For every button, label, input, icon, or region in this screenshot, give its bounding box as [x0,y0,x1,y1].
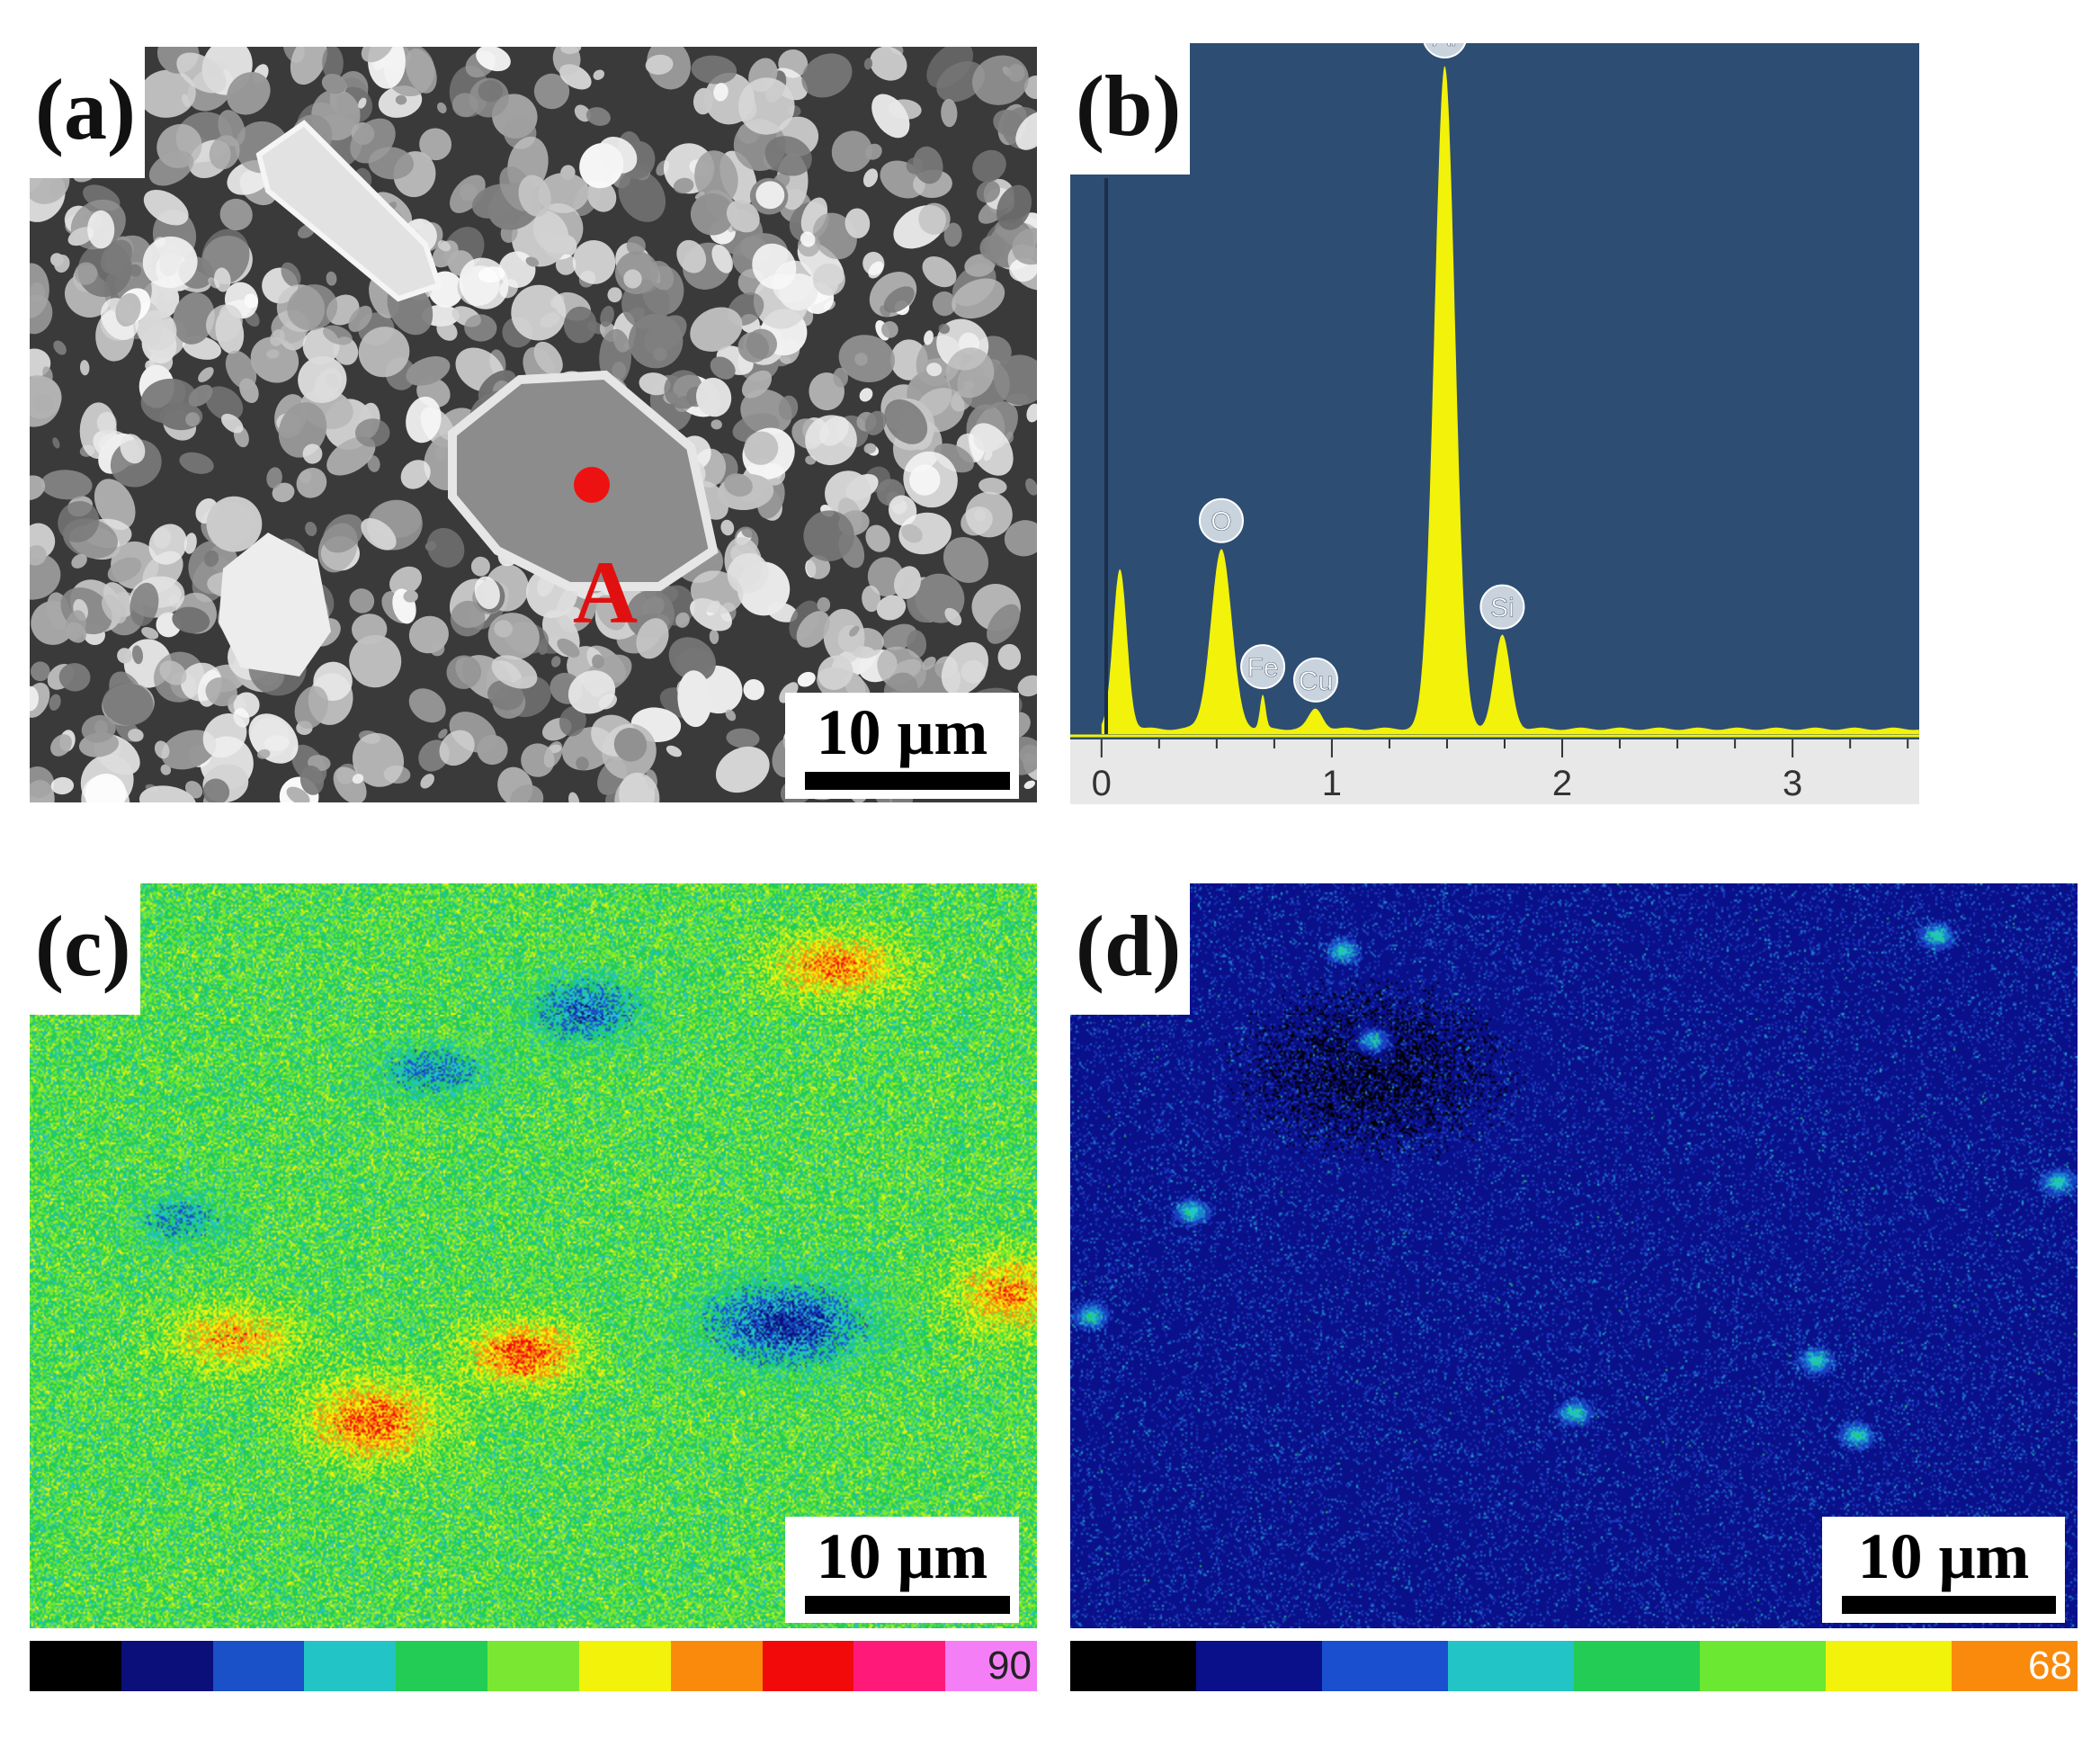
colorbar-segment [212,1641,305,1691]
element-map-d-image [1070,883,2078,1628]
colorbar-segment [1700,1641,1826,1691]
colorbar-segment [304,1641,397,1691]
svg-text:Si: Si [1490,594,1515,623]
colorbar-segment [578,1641,671,1691]
colorbar-segment [1070,1641,1196,1691]
colorbar-segment: 90 [945,1641,1037,1691]
eds-spectrum-chart: 0 1 2 3 O Fe Cu Al Si [1070,43,1919,804]
colorbar-max-label: 90 [987,1644,1032,1688]
svg-text:Cu: Cu [1299,667,1333,696]
x-tick-label: 2 [1552,764,1572,803]
colorbar-c: 90 [30,1641,1037,1691]
colorbar-max-label: 68 [2028,1644,2072,1688]
colorbar-segment [1196,1641,1322,1691]
scale-bar-d: 10 μm [1822,1517,2065,1623]
scale-bar-a-line [805,772,1010,790]
scale-bar-d-text: 10 μm [1857,1520,2030,1592]
panel-label-b: (b) [1070,43,1191,175]
bright-flake [255,120,442,302]
colorbar-segment [853,1641,946,1691]
scale-bar-c-text: 10 μm [816,1520,988,1592]
colorbar-segment [396,1641,488,1691]
peak-label-o: O [1198,497,1244,543]
scale-bar-a-text: 10 μm [816,696,988,768]
panel-label-c: (c) [30,883,140,1015]
peak-label-si: Si [1479,584,1525,630]
colorbar-segment [762,1641,854,1691]
peak-label-cu: Cu [1292,657,1338,703]
bright-cluster [219,533,331,676]
panel-d-element-map: (d) 10 μm [1070,883,2078,1628]
colorbar-segment [670,1641,763,1691]
panel-label-a: (a) [30,47,145,178]
panel-b-eds-spectrum: 0 1 2 3 O Fe Cu Al Si (b) [1070,43,1919,804]
x-tick-label: 3 [1783,764,1802,803]
svg-text:Fe: Fe [1247,653,1279,683]
sem-micrograph [30,47,1037,802]
colorbar-d: 68 [1070,1641,2078,1691]
svg-text:Al: Al [1433,43,1457,52]
scale-bar-c-line [805,1596,1010,1614]
x-tick-label: 1 [1322,764,1342,803]
x-axis-strip [1070,739,1919,804]
panel-a-sem-image: (a) A 10 μm [30,47,1037,802]
panel-c-element-map: (c) 10 μm [30,883,1037,1628]
colorbar-segment [487,1641,579,1691]
svg-text:O: O [1211,507,1231,537]
scale-bar-c: 10 μm [785,1517,1019,1623]
scale-bar-a: 10 μm [785,693,1019,799]
x-tick-label: 0 [1092,764,1112,803]
peak-label-fe: Fe [1240,644,1286,690]
colorbar-segment [121,1641,213,1691]
peak-label-al: Al [1423,43,1467,58]
colorbar-segment [1826,1641,1952,1691]
scale-bar-d-line [1842,1596,2056,1614]
colorbar-segment [1448,1641,1574,1691]
colorbar-segment [30,1641,121,1691]
spectrum-series [1101,66,1919,734]
colorbar-segment [1322,1641,1448,1691]
colorbar-segment [1574,1641,1700,1691]
panel-label-d: (d) [1070,883,1191,1015]
element-map-c-image [30,883,1037,1628]
colorbar-segment: 68 [1952,1641,2078,1691]
